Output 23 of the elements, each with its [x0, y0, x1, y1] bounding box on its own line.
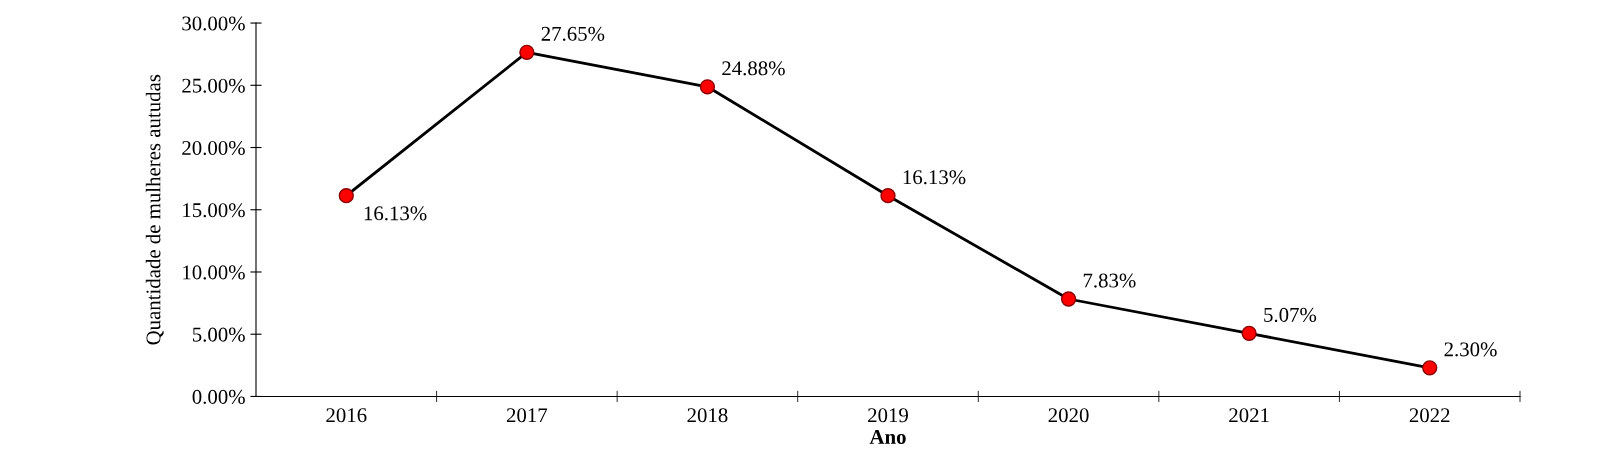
x-tick-label: 2017 [506, 408, 548, 423]
y-axis-title: Quantidade de mulheres autudas [145, 74, 164, 345]
x-axis-title: Ano [869, 429, 906, 444]
data-label: 2.30% [1444, 342, 1497, 357]
x-tick-label: 2016 [326, 408, 367, 423]
data-label: 27.65% [541, 26, 605, 41]
data-label: 5.07% [1264, 307, 1317, 322]
y-tick-label: 0.00% [192, 389, 245, 404]
x-tick-label: 2019 [868, 408, 908, 423]
x-tick-label: 2022 [1409, 408, 1450, 423]
y-tick-label: 20.00% [182, 140, 245, 156]
x-tick-label: 2021 [1229, 408, 1269, 423]
y-tick-label: 25.00% [182, 78, 245, 93]
data-label: 16.13% [364, 206, 427, 221]
data-label: 16.13% [903, 170, 966, 185]
data-label: 7.83% [1083, 273, 1136, 288]
y-tick-label: 15.00% [183, 203, 245, 218]
y-tick-label: 10.00% [183, 265, 245, 280]
data-label: 24.88% [722, 61, 785, 76]
x-tick-label: 2018 [687, 408, 728, 423]
y-tick-label: 5.00% [192, 327, 245, 342]
y-tick-label: 30.00% [182, 16, 245, 31]
x-tick-label: 2020 [1048, 408, 1089, 423]
